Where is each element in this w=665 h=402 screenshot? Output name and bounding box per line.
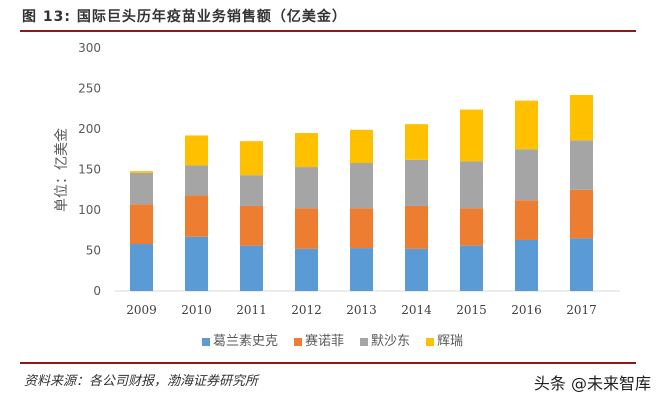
legend-item: 赛诺菲 <box>293 334 344 349</box>
x-tick-label: 2015 <box>456 303 487 317</box>
bar-segment <box>570 94 593 141</box>
legend-swatch <box>426 337 435 346</box>
x-tick-label: 2013 <box>346 303 377 317</box>
legend-swatch <box>293 337 302 346</box>
bar-segment <box>130 244 153 291</box>
y-tick-label: 0 <box>93 284 101 298</box>
top-divider <box>20 30 636 32</box>
bar-segment <box>570 140 593 190</box>
legend-label: 葛兰素史克 <box>212 334 278 349</box>
legend-item: 默沙东 <box>360 334 410 349</box>
bar-segment <box>515 100 538 150</box>
bar-segment <box>185 236 208 291</box>
x-tick-label: 2014 <box>401 303 432 317</box>
bar-segment <box>350 248 373 291</box>
source-note: 资料来源：各公司财报，渤海证券研究所 <box>24 374 259 389</box>
bar-segment <box>130 204 153 245</box>
bar-segment <box>130 171 153 173</box>
bar-segment <box>405 124 428 160</box>
bar-segment <box>185 135 208 166</box>
x-tick-label: 2011 <box>236 303 267 317</box>
x-tick-label: 2016 <box>511 303 542 317</box>
legend-label: 默沙东 <box>371 334 411 349</box>
watermark: 头条 @未来智库 <box>533 374 651 393</box>
y-tick-label: 250 <box>78 82 101 96</box>
bar-segment <box>240 205 263 246</box>
y-tick-label: 150 <box>78 163 101 177</box>
x-tick-label: 2012 <box>291 303 322 317</box>
bar-segment <box>240 245 263 291</box>
bar-segment <box>295 248 318 291</box>
bar-segment <box>350 208 373 249</box>
bar-segment <box>570 238 593 291</box>
bar-segment <box>295 133 318 168</box>
bar-segment <box>515 239 538 291</box>
stacked-bar-chart: 0 50 100 150 200 250 300 单位：亿美金 2009 2010 2011 2012… <box>54 41 620 317</box>
y-axis-label: 单位：亿美金 <box>54 128 70 212</box>
bar-segment <box>185 195 208 237</box>
bar-segment <box>570 189 593 239</box>
bar-segment <box>460 208 483 246</box>
bar-segment <box>405 248 428 291</box>
x-tick-label: 2009 <box>126 303 157 317</box>
legend-label: 辉瑞 <box>437 334 464 349</box>
bar-segment <box>515 149 538 201</box>
bar-segment <box>515 200 538 240</box>
bar-segment <box>350 163 373 209</box>
bar-segment <box>185 165 208 196</box>
legend-item: 辉瑞 <box>426 334 463 349</box>
y-tick-label: 300 <box>78 41 101 55</box>
bar-segment <box>295 208 318 249</box>
legend-label: 赛诺菲 <box>304 334 344 349</box>
y-tick-label: 50 <box>86 244 101 258</box>
bar-segment <box>405 205 428 249</box>
bar-segment <box>460 161 483 209</box>
y-tick-label: 200 <box>78 122 101 136</box>
bar-segment <box>130 172 153 205</box>
y-tick-label: 100 <box>78 203 101 217</box>
legend-swatch <box>201 337 210 346</box>
bar-segment <box>295 167 318 209</box>
bar-segment <box>240 175 263 206</box>
x-tick-label: 2010 <box>181 303 212 317</box>
x-tick-label: 2017 <box>566 303 597 317</box>
bar-segment <box>240 141 263 176</box>
legend-swatch <box>360 337 368 346</box>
bar-segment <box>405 159 428 206</box>
figure-title: 图 13: 国际巨头历年疫苗业务销售额（亿美金） <box>22 9 347 25</box>
bottom-divider <box>20 362 636 364</box>
legend: 葛兰素史克 赛诺菲 默沙东 辉瑞 <box>0 330 665 349</box>
bar-segment <box>460 109 483 162</box>
legend-item: 葛兰素史克 <box>201 334 278 349</box>
bar-segment <box>350 129 373 164</box>
bar-segment <box>460 245 483 291</box>
